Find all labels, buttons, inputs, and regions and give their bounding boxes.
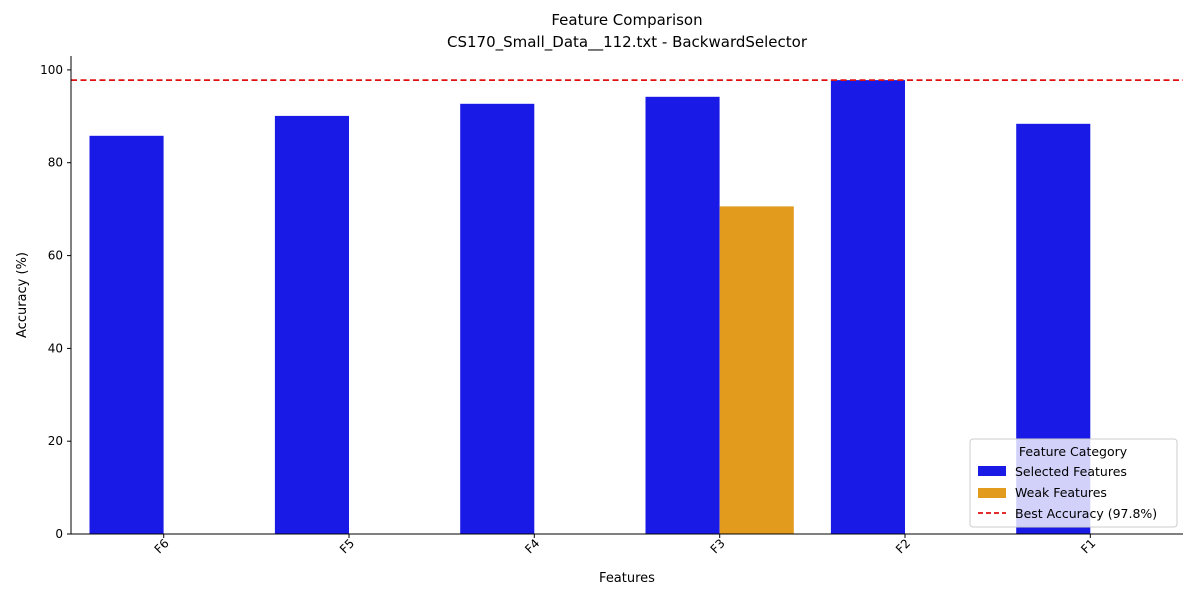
legend-title: Feature Category	[1019, 444, 1128, 459]
bar-weak-features-f3	[719, 206, 794, 534]
chart-title: Feature Comparison	[551, 11, 702, 29]
y-tick-label: 20	[48, 434, 63, 448]
legend-swatch-selected-features	[978, 466, 1006, 476]
legend-label-selected-features: Selected Features	[1015, 464, 1127, 479]
bar-selected-features-f4	[460, 103, 535, 535]
legend-swatch-weak-features	[978, 488, 1006, 498]
y-axis-label: Accuracy (%)	[15, 252, 30, 338]
legend-label-weak-features: Weak Features	[1015, 485, 1107, 500]
x-tick-label-f2: F2	[893, 536, 913, 556]
x-axis-ticks: F6 F5 F4 F3 F2 F1	[152, 534, 1098, 556]
legend-label-best-accuracy: Best Accuracy (97.8%)	[1015, 506, 1157, 521]
y-tick-label: 40	[48, 341, 63, 355]
bar-selected-features-f2	[830, 80, 905, 534]
bar-selected-features-f6	[89, 135, 164, 535]
bar-selected-features-f3	[645, 96, 720, 535]
x-tick-label-f3: F3	[708, 536, 728, 556]
x-tick-label-f5: F5	[337, 536, 357, 556]
x-tick-label-f4: F4	[522, 536, 542, 556]
y-axis-ticks: 0 20 40 60 80 100	[40, 63, 71, 541]
legend: Feature Category Selected Features Weak …	[969, 438, 1178, 528]
x-tick-label-f6: F6	[152, 536, 172, 556]
x-tick-label-f1: F1	[1078, 536, 1098, 556]
legend-box	[969, 438, 1178, 528]
y-tick-label: 80	[48, 156, 63, 170]
bars-layer	[89, 80, 1091, 535]
bar-selected-features-f5	[274, 115, 349, 535]
chart-subtitle: CS170_Small_Data__112.txt - BackwardSele…	[447, 33, 808, 52]
y-tick-label: 0	[55, 527, 63, 541]
x-axis-label: Features	[599, 571, 655, 586]
y-tick-label: 100	[40, 63, 63, 77]
y-tick-label: 60	[48, 249, 63, 263]
